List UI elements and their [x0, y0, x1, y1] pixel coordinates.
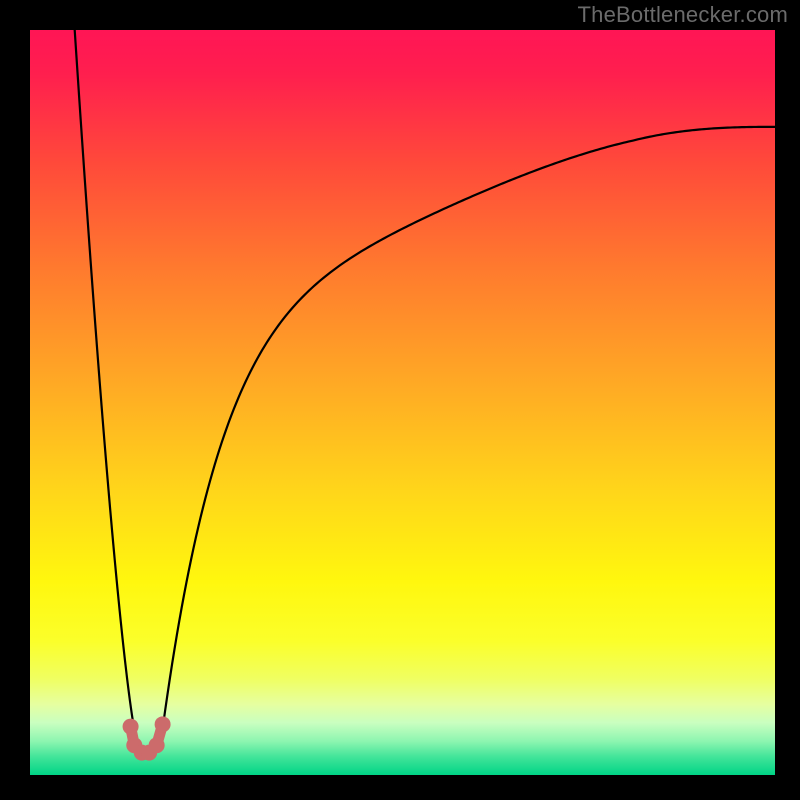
watermark-text: TheBottlenecker.com	[578, 2, 788, 28]
curve-layer	[30, 30, 775, 775]
valley-marker	[155, 716, 171, 732]
valley-marker	[123, 719, 139, 735]
valley-marker	[149, 737, 165, 753]
plot-area	[30, 30, 775, 775]
curve-right-branch	[160, 127, 775, 745]
stage: TheBottlenecker.com	[0, 0, 800, 800]
curve-left-branch	[75, 30, 138, 745]
